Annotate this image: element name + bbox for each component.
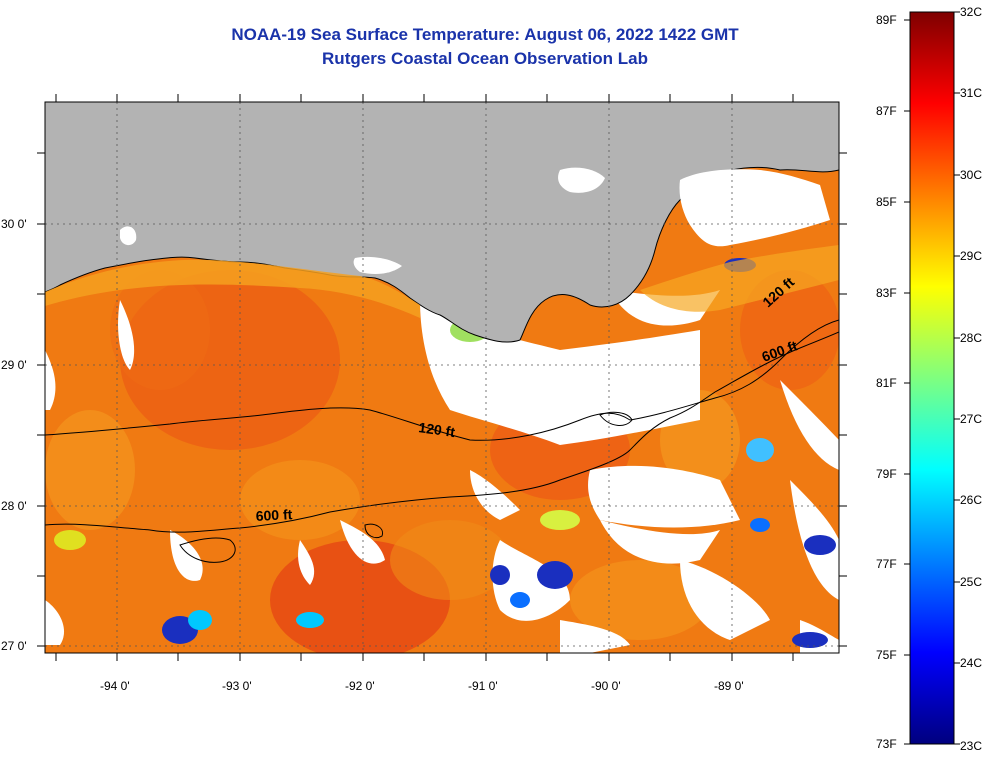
contour-600ft-pocket-3 [599, 411, 633, 426]
lon-label: -93 0' [222, 679, 252, 693]
longitude-labels: -94 0' -93 0' -92 0' -91 0' -90 0' -89 0… [100, 679, 744, 693]
colorbar-c-label: 28C [960, 331, 982, 345]
colorbar-c-label: 31C [960, 86, 982, 100]
axis-ticks [37, 94, 847, 661]
colorbar-f-label: 75F [876, 648, 897, 662]
colorbar-c-label: 25C [960, 575, 982, 589]
map-subtitle: Rutgers Coastal Ocean Observation Lab [322, 49, 648, 68]
plot-area [45, 102, 839, 653]
contour-600ft-pocket-2 [364, 523, 384, 539]
colorbar-f-label: 81F [876, 376, 897, 390]
cloud-mask [45, 290, 839, 653]
contour-120ft [45, 319, 839, 441]
colorbar-c-label: 30C [960, 168, 982, 182]
colorbar-c-label: 23C [960, 739, 982, 753]
lat-label: 28 0' [1, 499, 27, 513]
latitude-labels: 30 0' 29 0' 28 0' 27 0' [1, 217, 27, 653]
colorbar-f-label: 77F [876, 557, 897, 571]
map-frame [44, 101, 840, 654]
colorbar-c-label: 29C [960, 249, 982, 263]
lon-label: -89 0' [714, 679, 744, 693]
colorbar-f-label: 87F [876, 104, 897, 118]
coastal-sst-strip [45, 245, 839, 318]
lon-label: -94 0' [100, 679, 130, 693]
colorbar-f-label: 83F [876, 286, 897, 300]
colorbar-c-label: 26C [960, 493, 982, 507]
contour-600ft-pocket [179, 537, 236, 563]
lat-label: 30 0' [1, 217, 27, 231]
lon-label: -92 0' [345, 679, 375, 693]
lat-label: 29 0' [1, 358, 27, 372]
graticule [45, 102, 839, 653]
contour-label-600ft-left: 600 ft [255, 506, 293, 524]
lon-label: -90 0' [591, 679, 621, 693]
colorbar-gradient [909, 11, 955, 745]
colorbar-f-label: 73F [876, 737, 897, 751]
land-louisiana-coast [45, 102, 839, 343]
map-title: NOAA-19 Sea Surface Temperature: August … [231, 25, 739, 44]
colorbar-c-label: 32C [960, 5, 982, 19]
colorbar-c-label: 24C [960, 656, 982, 670]
colorbar-c-label: 27C [960, 412, 982, 426]
temperature-colorbar: 89F 87F 85F 83F 81F 79F 77F 75F 73F 32C … [876, 5, 982, 753]
colorbar-f-label: 89F [876, 13, 897, 27]
contour-label-120ft-left: 120 ft [418, 419, 457, 440]
colorbar-f-label: 79F [876, 467, 897, 481]
lon-label: -91 0' [468, 679, 498, 693]
contour-600ft [45, 331, 839, 533]
colorbar-ticks [904, 11, 960, 745]
bathymetry-contours [45, 319, 839, 563]
lat-label: 27 0' [1, 639, 27, 653]
coastal-marsh [120, 167, 830, 274]
colorbar-f-label: 85F [876, 195, 897, 209]
